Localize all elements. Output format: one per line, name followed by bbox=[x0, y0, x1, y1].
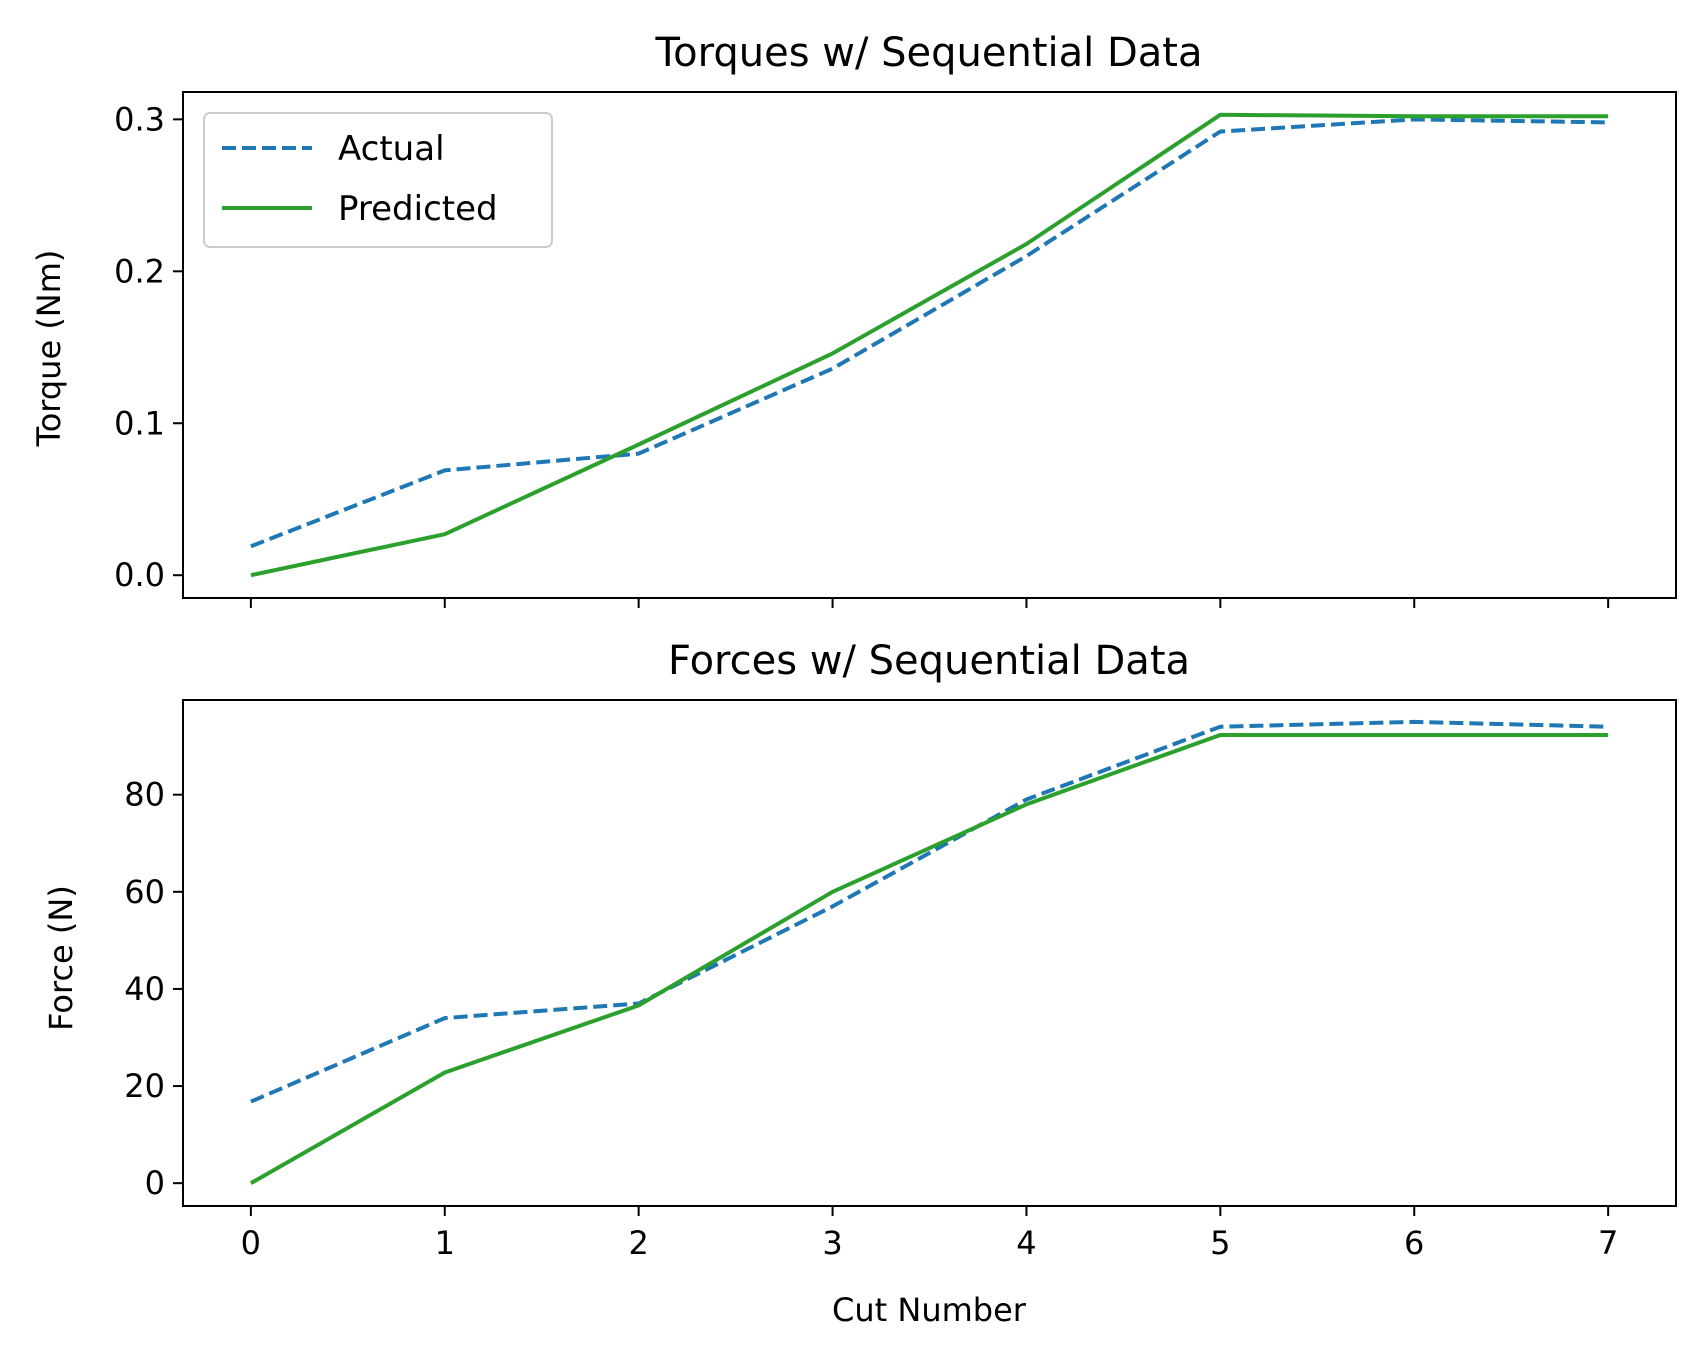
torque-chart-title: Torques w/ Sequential Data bbox=[654, 30, 1202, 76]
force-x-tick-label: 1 bbox=[435, 1224, 455, 1262]
force-x-tick-label: 4 bbox=[1016, 1224, 1036, 1262]
force-series-predicted-line bbox=[249, 733, 1609, 1185]
legend: Actual Predicted bbox=[203, 112, 553, 248]
force-series-actual-line bbox=[250, 719, 1609, 1104]
force-y-tick-label: 40 bbox=[124, 970, 165, 1008]
torque-y-axis-label: Torque (Nm) bbox=[30, 250, 68, 448]
force-x-tick-label: 5 bbox=[1210, 1224, 1230, 1262]
force-chart-title: Forces w/ Sequential Data bbox=[668, 638, 1190, 684]
legend-label-actual: Actual bbox=[338, 129, 445, 169]
force-axes-frame bbox=[182, 699, 1677, 1207]
force-y-tick-label: 60 bbox=[124, 873, 165, 911]
force-y-tick-label: 80 bbox=[124, 776, 165, 814]
torque-series-actual-line bbox=[250, 117, 1609, 549]
torque-series-predicted-line bbox=[250, 112, 1609, 578]
force-panel: Forces w/ Sequential Data Force (N) Cut … bbox=[42, 638, 1677, 1329]
torque-y-tick-label: 0.1 bbox=[114, 404, 165, 442]
torque-panel: Torques w/ Sequential Data Torque (Nm) 0… bbox=[30, 30, 1677, 608]
force-x-tick-label: 7 bbox=[1598, 1224, 1618, 1262]
force-x-tick-label: 2 bbox=[628, 1224, 648, 1262]
force-x-tick-label: 3 bbox=[822, 1224, 842, 1262]
force-plot-area: 0 1 2 3 4 5 6 7 0 20 40 60 80 bbox=[124, 719, 1618, 1262]
legend-label-predicted: Predicted bbox=[338, 189, 498, 229]
force-y-tick-label: 0 bbox=[145, 1164, 165, 1202]
torque-y-tick-label: 0.2 bbox=[114, 252, 165, 290]
torque-y-tick-label: 0.3 bbox=[114, 100, 165, 138]
force-y-tick-label: 20 bbox=[124, 1067, 165, 1105]
torque-y-tick-label: 0.0 bbox=[114, 556, 165, 594]
torque-plot-area: 0.0 0.1 0.2 0.3 bbox=[114, 100, 1610, 608]
force-x-axis-label: Cut Number bbox=[832, 1291, 1027, 1329]
force-y-axis-label: Force (N) bbox=[42, 885, 80, 1031]
torque-axes-frame bbox=[182, 91, 1677, 599]
force-x-tick-label: 6 bbox=[1404, 1224, 1424, 1262]
force-x-tick-label: 0 bbox=[241, 1224, 261, 1262]
